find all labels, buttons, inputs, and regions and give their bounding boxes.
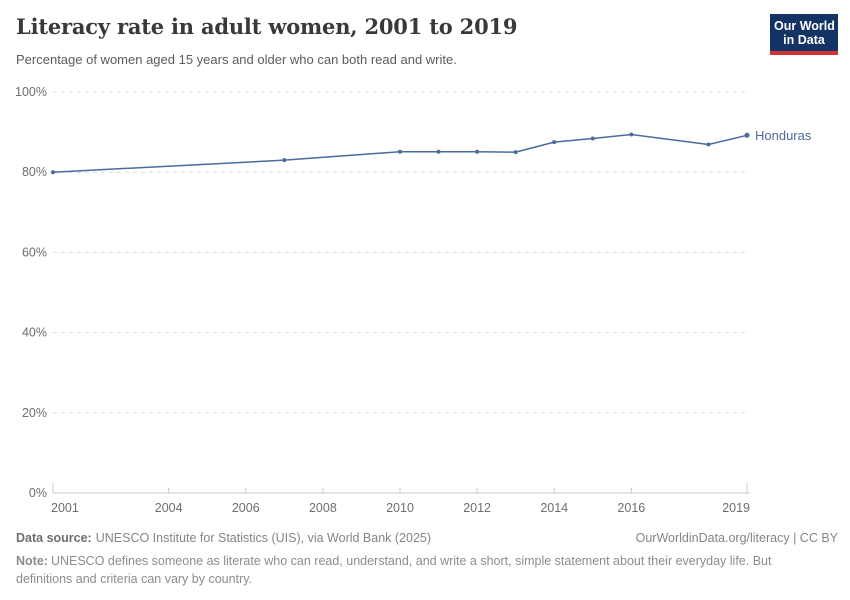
note-label: Note: xyxy=(16,554,48,568)
x-tick-label: 2001 xyxy=(51,501,79,515)
x-tick-label: 2004 xyxy=(155,501,183,515)
data-point xyxy=(706,142,711,147)
owid-logo-text-line1: Our World xyxy=(774,19,835,33)
note-text: UNESCO defines someone as literate who c… xyxy=(16,554,772,586)
x-tick-label: 2010 xyxy=(386,501,414,515)
chart-title: Literacy rate in adult women, 2001 to 20… xyxy=(16,14,518,39)
data-point xyxy=(552,140,557,145)
data-point xyxy=(629,132,634,137)
x-tick-label: 2008 xyxy=(309,501,337,515)
y-tick-label: 100% xyxy=(15,85,47,99)
y-tick-label: 0% xyxy=(29,486,47,500)
data-source-label: Data source: xyxy=(16,531,92,545)
y-tick-label: 60% xyxy=(22,245,47,259)
owid-logo[interactable]: Our World in Data xyxy=(770,14,838,55)
entity-label[interactable]: Honduras xyxy=(755,128,812,143)
y-tick-label: 80% xyxy=(22,165,47,179)
y-tick-label: 20% xyxy=(22,406,47,420)
data-point xyxy=(744,132,750,138)
x-tick-label: 2016 xyxy=(617,501,645,515)
x-tick-label: 2012 xyxy=(463,501,491,515)
footer-source-row: Data source: UNESCO Institute for Statist… xyxy=(16,531,838,545)
chart-footer: Data source: UNESCO Institute for Statist… xyxy=(16,531,838,588)
x-tick-label: 2014 xyxy=(540,501,568,515)
x-tick-label: 2006 xyxy=(232,501,260,515)
data-source-value: UNESCO Institute for Statistics (UIS), v… xyxy=(95,531,432,545)
data-point xyxy=(398,149,402,154)
data-point xyxy=(51,170,55,175)
data-point xyxy=(590,136,595,141)
data-point xyxy=(436,149,441,154)
footer-note: Note: UNESCO defines someone as literate … xyxy=(16,552,822,588)
attribution-link[interactable]: OurWorldinData.org/literacy | CC BY xyxy=(635,531,838,545)
data-source-text: Data source: UNESCO Institute for Statist… xyxy=(16,531,431,545)
data-point xyxy=(475,149,480,154)
y-tick-label: 40% xyxy=(22,326,47,340)
x-tick-label: 2019 xyxy=(722,501,750,515)
data-point xyxy=(513,150,518,155)
owid-logo-text-line2: in Data xyxy=(783,33,825,47)
chart-subtitle: Percentage of women aged 15 years and ol… xyxy=(16,52,457,67)
data-point xyxy=(282,158,287,163)
line-chart-canvas[interactable]: 0% 20% 40% 60% 80% 100% 2001 2004 2006 2008 2010 20… xyxy=(0,0,850,528)
